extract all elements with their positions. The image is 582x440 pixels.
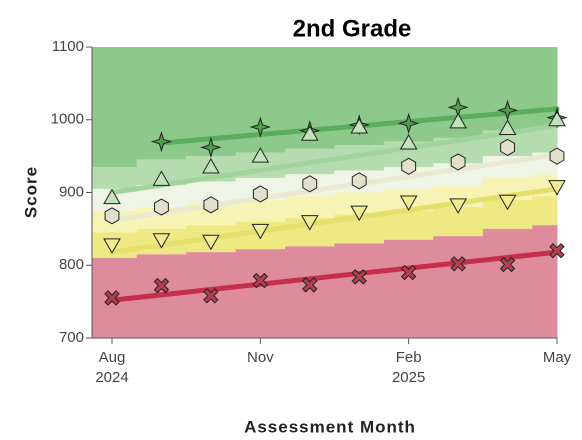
score-band	[92, 167, 138, 189]
score-band	[136, 185, 187, 208]
data-point	[203, 196, 219, 214]
score-band	[235, 249, 286, 338]
score-band	[235, 199, 286, 222]
score-band	[532, 196, 558, 226]
data-point	[350, 118, 369, 134]
y-tick-label: 900	[59, 183, 84, 200]
score-band	[186, 181, 237, 204]
data-point	[499, 256, 516, 273]
data-point	[152, 170, 171, 186]
data-point	[202, 234, 220, 251]
data-point	[152, 233, 171, 249]
score-band	[433, 236, 484, 338]
data-point	[351, 269, 367, 285]
data-point	[351, 172, 367, 190]
data-point	[251, 223, 270, 240]
data-point	[252, 272, 269, 289]
score-band	[285, 246, 335, 338]
data-point	[399, 195, 418, 211]
data-point	[397, 112, 420, 135]
data-point	[104, 207, 120, 225]
score-band	[532, 47, 558, 128]
data-point	[548, 110, 566, 127]
x-tick-label: Aug 2024	[95, 349, 128, 386]
data-point	[249, 116, 272, 138]
data-point	[252, 185, 268, 203]
data-point	[548, 180, 566, 196]
trend-line	[109, 152, 560, 223]
score-band	[334, 243, 385, 338]
data-point	[153, 277, 170, 294]
chart-title: 2nd Grade	[293, 15, 412, 42]
trend-line	[109, 123, 560, 195]
data-point	[350, 205, 369, 222]
x-tick-label: Nov	[247, 349, 274, 366]
data-point	[203, 288, 219, 304]
data-point	[200, 136, 222, 159]
data-point	[399, 134, 418, 150]
data-point	[302, 277, 318, 293]
x-tick-label: Feb 2025	[392, 349, 425, 386]
data-point	[549, 147, 565, 165]
y-tick-label: 700	[59, 329, 84, 346]
score-band	[383, 210, 434, 240]
data-point	[450, 153, 466, 171]
x-axis-title: Assessment Month	[244, 417, 416, 436]
data-point	[104, 290, 120, 306]
data-point	[450, 256, 466, 272]
data-point	[302, 175, 318, 193]
y-axis-title: Score	[21, 166, 40, 218]
data-point	[103, 188, 121, 205]
data-point	[300, 215, 319, 231]
data-point	[103, 238, 121, 254]
data-point	[500, 138, 515, 156]
data-point	[401, 157, 417, 175]
x-tick-label: May	[543, 349, 572, 366]
trend-line	[109, 186, 560, 255]
data-point	[498, 194, 517, 211]
trend-line	[109, 249, 560, 303]
data-point	[449, 112, 467, 129]
score-band	[92, 47, 138, 168]
y-tick-label: 1000	[51, 111, 84, 128]
data-point	[300, 125, 319, 141]
score-band	[285, 196, 335, 218]
score-band	[532, 225, 558, 338]
score-band	[334, 192, 385, 215]
data-point	[150, 130, 173, 153]
y-tick-label: 1100	[52, 38, 84, 55]
data-point	[496, 99, 519, 121]
score-band	[532, 127, 558, 153]
data-point	[202, 158, 220, 174]
data-point	[549, 242, 565, 259]
data-point	[154, 198, 169, 216]
data-point	[449, 198, 467, 214]
y-tick-label: 800	[59, 256, 84, 273]
score-band	[482, 228, 533, 338]
data-point	[498, 119, 517, 135]
score-band	[383, 239, 434, 338]
data-point	[400, 264, 417, 281]
data-point	[251, 147, 270, 163]
